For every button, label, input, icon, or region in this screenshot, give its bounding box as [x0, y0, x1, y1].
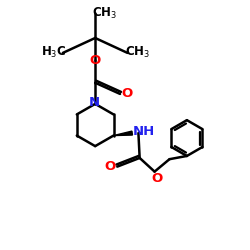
Text: O: O	[105, 160, 116, 173]
Text: H$_3$C: H$_3$C	[41, 45, 66, 60]
Text: N: N	[89, 96, 100, 109]
Polygon shape	[114, 131, 132, 136]
Text: O: O	[152, 172, 163, 185]
Text: NH: NH	[133, 125, 155, 138]
Text: O: O	[121, 88, 132, 101]
Text: O: O	[90, 54, 101, 67]
Text: CH$_3$: CH$_3$	[92, 6, 117, 21]
Text: CH$_3$: CH$_3$	[125, 45, 150, 60]
